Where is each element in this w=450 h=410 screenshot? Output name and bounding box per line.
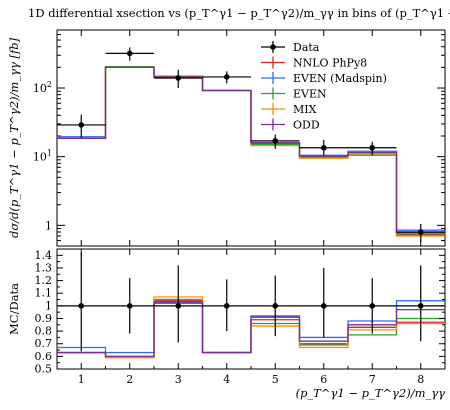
x-tick-label: 3 (175, 373, 182, 386)
ratio-y-tick-label: 0.5 (35, 363, 53, 376)
data-point (417, 303, 424, 309)
data-point (272, 138, 279, 144)
legend-label: Data (293, 41, 320, 54)
ratio-y-tick-label: 1.4 (35, 249, 53, 262)
legend-label: ODD (293, 119, 320, 132)
x-axis-label: (p_T^γ1 − p_T^γ2)/m_γγ (296, 386, 446, 400)
data-point (175, 303, 182, 309)
ratio-panel: 0.50.60.70.80.911.11.21.31.41 2 3 4 5 6 7 8MC/D… (7, 248, 446, 400)
legend: Data NNLO PhPy8 EVEN (Madspin) EVEN MIX ODD (261, 41, 387, 132)
x-tick-label: 6 (320, 373, 327, 386)
legend-label: EVEN (Madspin) (293, 72, 387, 85)
data-point (320, 303, 327, 309)
series-line-odd (57, 66, 445, 234)
data-point (272, 303, 279, 309)
data-point (78, 303, 85, 309)
data-point (223, 74, 230, 80)
data-point (175, 75, 182, 81)
data-point (417, 229, 424, 235)
ratio-y-tick-label: 0.7 (35, 337, 53, 350)
y-tick-label: 101 (33, 149, 52, 164)
data-point (78, 122, 85, 128)
x-tick-label: 7 (369, 373, 376, 386)
x-tick-label: 2 (126, 373, 133, 386)
y-tick-label: 102 (33, 80, 52, 95)
x-tick-label: 5 (272, 373, 279, 386)
data-point (320, 144, 327, 151)
ratio-y-tick-label: 1.2 (35, 274, 53, 287)
main-panel: 1 101 102 dσ/d(p_T^γ1 − p_T^γ2)/m_γγ [fb] (7, 29, 446, 247)
data-point (126, 303, 133, 309)
y-axis-label: dσ/d(p_T^γ1 − p_T^γ2)/m_γγ [fb] (7, 37, 21, 238)
data-point (369, 144, 376, 151)
ratio-y-tick-label: 0.9 (35, 312, 53, 325)
ratio-y-tick-label: 0.6 (35, 350, 53, 363)
legend-label: MIX (293, 103, 317, 116)
x-tick-label: 8 (417, 373, 424, 386)
ratio-y-tick-label: 1.3 (35, 261, 53, 274)
ratio-y-tick-label: 0.8 (35, 325, 53, 338)
data-point (126, 50, 133, 57)
y-tick-label: 1 (45, 219, 52, 232)
ratio-y-tick-label: 1.1 (35, 287, 53, 300)
data-point (223, 303, 230, 309)
ratio-y-tick-label: 1 (45, 299, 52, 312)
chart-title: 1D differential xsection vs (p_T^γ1 − p_… (28, 6, 450, 20)
ratio-y-axis-label: MC/Data (7, 283, 21, 335)
legend-label: EVEN (293, 88, 327, 101)
x-tick-label: 4 (223, 373, 230, 386)
legend-label: NNLO PhPy8 (293, 57, 367, 70)
data-point (369, 303, 376, 309)
x-tick-label: 1 (78, 373, 85, 386)
legend-marker-data (270, 44, 276, 50)
